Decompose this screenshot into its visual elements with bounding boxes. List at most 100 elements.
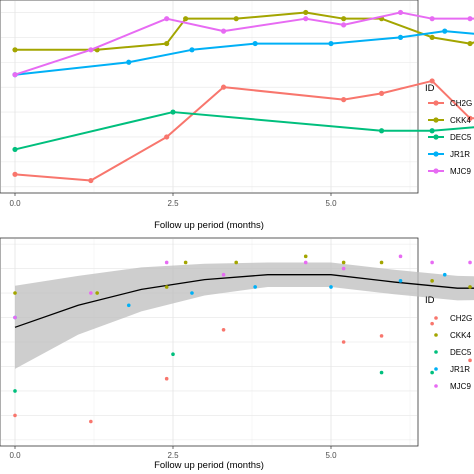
data-point-ch2g bbox=[12, 171, 18, 177]
data-point-jr1r bbox=[190, 291, 194, 295]
data-point-ch2g bbox=[89, 419, 93, 424]
legend-label-dec5: DEC5 bbox=[450, 348, 472, 357]
data-point-ckk4 bbox=[468, 285, 472, 289]
data-point-ckk4 bbox=[341, 16, 347, 22]
x-ticks-top: 0.02.55.07.510.012.5 bbox=[9, 193, 337, 208]
data-point-mjc9 bbox=[164, 260, 169, 265]
data-point-jr1r bbox=[189, 47, 195, 53]
x-tick-label: 0.0 bbox=[9, 199, 21, 208]
data-point-jr1r bbox=[397, 34, 404, 40]
legend-label-jr1r: JR1R bbox=[450, 150, 470, 159]
data-point-ch2g bbox=[341, 340, 346, 344]
x-axis-title-top: Follow up period (months) bbox=[154, 220, 264, 231]
data-point-ch2g bbox=[88, 177, 94, 184]
data-point-mjc9 bbox=[13, 315, 17, 320]
legend-label-dec5: DEC5 bbox=[450, 133, 472, 142]
legend-label-ckk4: CKK4 bbox=[450, 331, 471, 340]
legend-key-ckk4 bbox=[434, 333, 438, 337]
legend-label-jr1r: JR1R bbox=[450, 365, 470, 374]
legend-key-point-ckk4 bbox=[433, 117, 439, 123]
plot-panel-top bbox=[0, 0, 419, 194]
legend-label-mjc9: MJC9 bbox=[450, 167, 471, 176]
legend-label-ch2g: CH2G bbox=[450, 99, 472, 108]
legend-title-bottom: ID bbox=[425, 295, 435, 306]
smooth-confidence-band bbox=[15, 262, 474, 369]
data-point-mjc9 bbox=[221, 272, 226, 277]
data-point-ckk4 bbox=[379, 260, 384, 265]
legend-key-mjc9 bbox=[434, 384, 438, 388]
data-point-ch2g bbox=[430, 321, 434, 326]
series-line-dec5 bbox=[14, 111, 474, 151]
data-point-ch2g bbox=[429, 78, 435, 84]
marks-bottom bbox=[13, 254, 474, 424]
data-point-ckk4 bbox=[183, 16, 189, 22]
data-point-ckk4 bbox=[12, 47, 18, 53]
legend-title-top: ID bbox=[425, 83, 435, 94]
data-point-ch2g bbox=[468, 358, 472, 363]
data-point-mjc9 bbox=[430, 260, 434, 265]
data-point-mjc9 bbox=[88, 47, 94, 53]
data-point-mjc9 bbox=[89, 291, 93, 295]
data-point-ch2g bbox=[164, 376, 169, 381]
data-point-mjc9 bbox=[341, 266, 346, 271]
data-point-dec5 bbox=[430, 370, 434, 375]
data-point-dec5 bbox=[171, 352, 175, 357]
marks-top bbox=[12, 9, 474, 184]
data-point-ckk4 bbox=[164, 285, 169, 289]
data-point-jr1r bbox=[442, 28, 448, 34]
data-point-mjc9 bbox=[164, 16, 170, 22]
legend-key-point-jr1r bbox=[433, 151, 439, 157]
data-point-mjc9 bbox=[303, 260, 308, 265]
data-point-jr1r bbox=[328, 40, 334, 47]
data-point-ckk4 bbox=[13, 291, 17, 295]
data-point-mjc9 bbox=[468, 260, 472, 265]
legend-key-point-ch2g bbox=[433, 100, 439, 106]
data-point-ckk4 bbox=[303, 254, 308, 259]
data-point-dec5 bbox=[170, 109, 176, 115]
data-point-ch2g bbox=[378, 90, 385, 96]
x-axis-title-bottom: Follow up period (months) bbox=[154, 460, 264, 471]
data-point-ch2g bbox=[379, 334, 384, 338]
data-point-jr1r bbox=[253, 285, 257, 289]
data-point-ckk4 bbox=[429, 34, 435, 40]
data-point-ckk4 bbox=[183, 260, 188, 265]
smooth-line bbox=[14, 274, 474, 328]
data-point-jr1r bbox=[252, 40, 258, 47]
x-ticks-bottom: 0.02.55.07.510.012.5 bbox=[9, 446, 337, 460]
x-tick-label: 5.0 bbox=[325, 199, 337, 208]
data-point-jr1r bbox=[126, 59, 132, 65]
data-point-mjc9 bbox=[467, 16, 473, 22]
data-point-mjc9 bbox=[303, 16, 309, 22]
data-point-dec5 bbox=[378, 128, 385, 134]
data-point-ckk4 bbox=[233, 16, 239, 22]
data-point-ckk4 bbox=[303, 9, 309, 16]
data-point-dec5 bbox=[379, 370, 384, 375]
legend-bottom: ID CH2G CKK4 DEC5 JR1R MJC9 bbox=[425, 295, 472, 391]
x-tick-label: 2.5 bbox=[167, 451, 179, 460]
legend-label-mjc9: MJC9 bbox=[450, 382, 471, 391]
data-point-jr1r bbox=[442, 272, 447, 277]
x-tick-label: 5.0 bbox=[325, 451, 337, 460]
data-point-dec5 bbox=[12, 146, 18, 153]
data-point-ckk4 bbox=[95, 291, 99, 295]
data-point-mjc9 bbox=[341, 22, 347, 28]
data-point-ckk4 bbox=[341, 260, 346, 265]
data-point-mjc9 bbox=[220, 28, 227, 34]
legend-key-jr1r bbox=[434, 367, 438, 371]
data-point-ch2g bbox=[164, 134, 170, 140]
data-point-mjc9 bbox=[398, 254, 403, 259]
x-tick-label: 2.5 bbox=[167, 199, 179, 208]
legend-key-point-mjc9 bbox=[433, 168, 439, 174]
data-point-ckk4 bbox=[467, 40, 473, 47]
data-point-ckk4 bbox=[164, 40, 170, 47]
data-point-mjc9 bbox=[397, 9, 404, 16]
x-tick-label: 0.0 bbox=[9, 451, 21, 460]
legend-key-ch2g bbox=[434, 316, 438, 320]
data-point-jr1r bbox=[126, 303, 131, 308]
legend-label-ch2g: CH2G bbox=[450, 314, 472, 323]
data-point-dec5 bbox=[13, 389, 17, 393]
data-point-jr1r bbox=[329, 285, 333, 289]
data-point-ckk4 bbox=[430, 279, 434, 283]
legend-label-ckk4: CKK4 bbox=[450, 116, 471, 125]
